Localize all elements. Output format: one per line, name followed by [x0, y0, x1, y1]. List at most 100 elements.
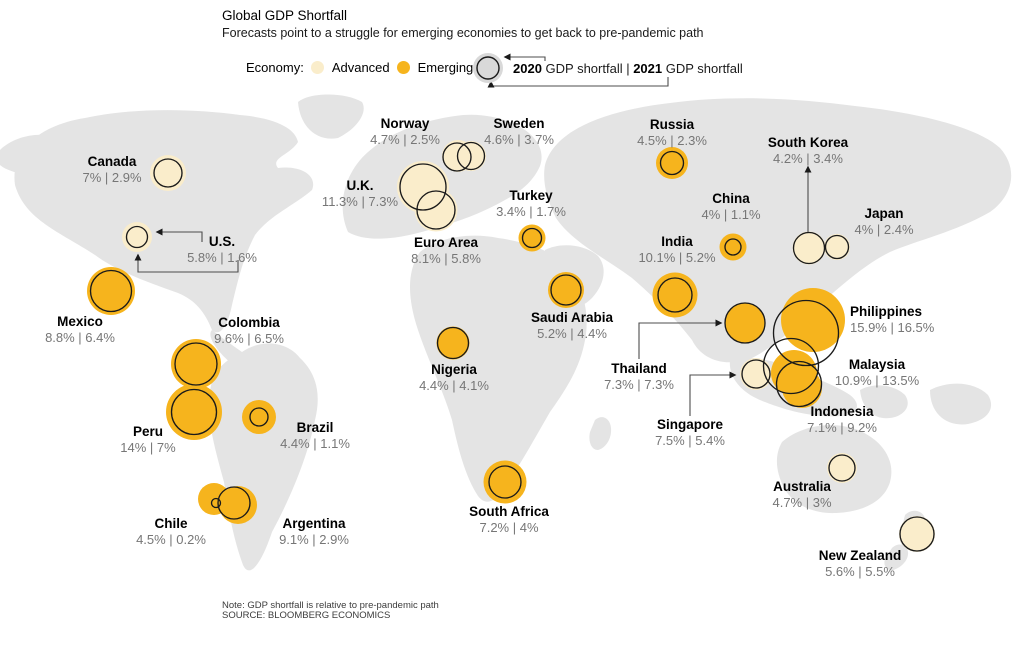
label-argentina: Argentina 9.1% | 2.9%: [279, 516, 349, 547]
label-u-s-values: 5.8% | 1.6%: [187, 250, 257, 265]
bubble-u-k-2021: [399, 163, 447, 211]
label-canada: Canada 7% | 2.9%: [82, 154, 141, 185]
label-connector-arrows: [134, 53, 812, 416]
bubble-saudi-arabia-2021: [550, 274, 582, 306]
bubble-singapore-2020: [740, 358, 772, 390]
bubbles-2021-outlines: [89, 141, 935, 552]
bubble-indonesia-2021: [775, 360, 823, 408]
bubble-south-africa-2021: [488, 465, 522, 499]
label-singapore: Singapore 7.5% | 5.4%: [655, 417, 725, 448]
bubble-colombia-2021: [174, 342, 218, 386]
label-saudi-arabia-name: Saudi Arabia: [530, 310, 614, 325]
chart-source: SOURCE: BLOOMBERG ECONOMICS: [222, 610, 391, 621]
label-malaysia-values: 10.9% | 13.5%: [834, 373, 920, 388]
label-malaysia: Malaysia 10.9% | 13.5%: [835, 357, 919, 388]
legend-advanced-label: Advanced: [331, 59, 390, 75]
label-china-values: 4% | 1.1%: [701, 207, 761, 222]
bubble-india-2020: [652, 272, 698, 318]
label-malaysia-name: Malaysia: [848, 357, 906, 372]
label-south-africa: South Africa 7.2% | 4%: [469, 504, 549, 535]
label-brazil: Brazil 4.4% | 1.1%: [280, 420, 350, 451]
bubble-russia-2021: [659, 150, 685, 176]
label-argentina-name: Argentina: [282, 516, 346, 531]
bubble-new-zealand-2020: [899, 516, 935, 552]
label-philippines-name: Philippines: [850, 304, 923, 319]
label-brazil-name: Brazil: [296, 420, 334, 435]
label-australia-values: 4.7% | 3%: [772, 495, 832, 510]
emerging-dot-icon: [396, 60, 410, 74]
label-philippines: Philippines 15.9% | 16.5%: [850, 304, 934, 335]
bubble-malaysia-2020: [771, 350, 817, 396]
label-u-s-name: U.S.: [208, 234, 236, 249]
us-label-bottom: [134, 253, 239, 273]
label-india-values: 10.1% | 5.2%: [638, 250, 716, 265]
bubble-philippines-2021: [772, 299, 840, 367]
label-argentina-values: 9.1% | 2.9%: [279, 532, 349, 547]
label-south-africa-name: South Africa: [469, 504, 549, 519]
label-india-name: India: [661, 234, 693, 249]
label-u-k: U.K. 11.3% | 7.3%: [322, 178, 398, 209]
legend-size-glyph: [473, 53, 503, 83]
label-south-korea: South Korea 4.2% | 3.4%: [768, 135, 848, 166]
label-canada-values: 7% | 2.9%: [82, 170, 142, 185]
label-japan-values: 4% | 2.4%: [854, 222, 914, 237]
label-peru: Peru 14% | 7%: [120, 424, 175, 455]
bubble-euro-area-2021: [416, 190, 456, 230]
label-japan: Japan 4% | 2.4%: [854, 206, 913, 237]
label-chile-name: Chile: [154, 516, 188, 531]
label-indonesia: Indonesia 7.1% | 9.2%: [807, 404, 877, 435]
bubble-japan-2021: [824, 234, 850, 260]
economy-legend: Economy: Advanced Emerging: [246, 59, 473, 75]
label-china-name: China: [712, 191, 750, 206]
bubble-singapore-2021: [741, 359, 771, 389]
label-sweden-name: Sweden: [493, 116, 545, 131]
label-south-korea-name: South Korea: [767, 135, 849, 150]
label-russia: Russia 4.5% | 2.3%: [637, 117, 707, 148]
label-colombia: Colombia 9.6% | 6.5%: [214, 315, 284, 346]
size-legend-mid: GDP shortfall |: [541, 61, 634, 76]
label-saudi-arabia: Saudi Arabia 5.2% | 4.4%: [531, 310, 613, 341]
bubble-mexico-2021: [89, 269, 133, 313]
bubble-south-korea-2020: [792, 231, 826, 265]
chart-note: Note: GDP shortfall is relative to pre-p…: [222, 600, 439, 611]
chart-title: Global GDP Shortfall: [222, 8, 348, 23]
size-legend-2020: 2020: [513, 61, 542, 76]
bubble-japan-2020: [824, 234, 850, 260]
legend-2021-arrow: [487, 77, 669, 88]
label-singapore-name: Singapore: [656, 417, 723, 432]
bubble-canada-2020: [150, 155, 186, 191]
label-south-korea-values: 4.2% | 3.4%: [773, 151, 843, 166]
bubble-brazil-2021: [249, 407, 269, 427]
bubble-euro-area-2020: [414, 188, 458, 232]
label-nigeria-values: 4.4% | 4.1%: [419, 378, 489, 393]
bubble-australia-2021: [828, 454, 856, 482]
label-norway-name: Norway: [380, 116, 430, 131]
bubble-argentina-2021: [217, 486, 251, 520]
bubble-brazil-2020: [242, 400, 276, 434]
label-mexico-values: 8.8% | 6.4%: [45, 330, 115, 345]
label-thailand-values: 7.3% | 7.3%: [604, 377, 674, 392]
label-nigeria-name: Nigeria: [431, 362, 477, 377]
bubble-turkey-2021: [521, 227, 543, 249]
label-new-zealand-name: New Zealand: [818, 548, 902, 563]
label-turkey-values: 3.4% | 1.7%: [496, 204, 566, 219]
bubble-new-zealand-2021: [899, 516, 935, 552]
label-euro-area-name: Euro Area: [413, 235, 479, 250]
bubble-peru-2021: [170, 388, 218, 436]
bubble-india-2021: [657, 277, 693, 313]
label-peru-values: 14% | 7%: [120, 440, 176, 455]
label-colombia-name: Colombia: [218, 315, 280, 330]
label-china: China 4% | 1.1%: [701, 191, 760, 222]
bubble-china-2021: [724, 238, 742, 256]
us-label-top: [155, 228, 203, 242]
label-indonesia-values: 7.1% | 9.2%: [807, 420, 877, 435]
bubble-nigeria-2021: [436, 326, 470, 360]
landmass-africa: [410, 235, 587, 502]
legend-economy-label: Economy:: [246, 59, 304, 75]
label-indonesia-name: Indonesia: [810, 404, 874, 419]
bubble-sweden-2021: [456, 141, 486, 171]
bubble-colombia-2020: [171, 339, 221, 389]
size-legend-end: GDP shortfall: [662, 61, 743, 76]
bubble-thailand-2021: [724, 302, 766, 344]
